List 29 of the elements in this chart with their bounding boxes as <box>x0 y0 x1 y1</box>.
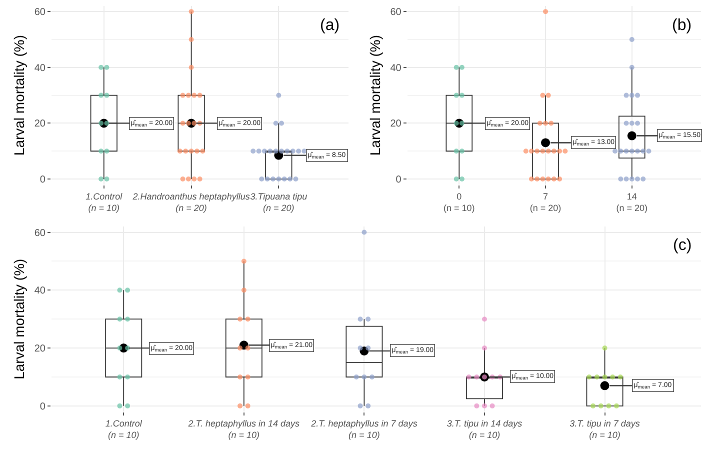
x-tick-label: 2.Handroanthus heptaphyllus (n = 20) <box>132 191 250 214</box>
y-tick-label: 0 <box>396 174 402 186</box>
y-tick-label: 40 <box>34 62 46 74</box>
text: (b) <box>672 17 692 34</box>
x-tick-label: 3.Tipuana tipu (n = 20) <box>250 191 308 214</box>
y-tick-label: 40 <box>34 286 46 297</box>
x-tick-label: 7 (n = 20) <box>530 191 562 214</box>
text: (c) <box>673 237 692 254</box>
y-tick-label: 40 <box>390 62 402 74</box>
y-tick-label: 0 <box>40 174 46 186</box>
y-tick-label: 0 <box>40 401 46 412</box>
y-tick-label: 20 <box>34 344 46 355</box>
x-tick-label: 2.T. heptaphyllus in 14 days (n = 10) <box>187 418 300 440</box>
y-axis-title: Larval mortality (%) <box>10 258 27 380</box>
y-tick-label: 60 <box>390 7 402 18</box>
y-axis-title: Larval mortality (%) <box>10 35 27 156</box>
x-tick-label: 14 (n = 20) <box>616 191 648 214</box>
text: (a) <box>320 17 340 34</box>
y-tick-label: 60 <box>34 7 46 18</box>
y-tick-label: 20 <box>390 118 402 130</box>
y-tick-label: 60 <box>34 228 46 239</box>
x-tick-label: 3.T. tipu in 14 days (n = 10) <box>446 418 523 440</box>
x-tick-label: 1.Control (n = 10) <box>105 418 143 440</box>
x-tick-label: 1.Control (n = 10) <box>86 191 124 214</box>
x-tick-label: 0 (n = 10) <box>444 191 475 214</box>
y-axis-title: Larval mortality (%) <box>366 35 383 156</box>
y-tick-label: 20 <box>34 118 46 130</box>
x-tick-label: 2.T. heptaphyllus in 7 days (n = 10) <box>310 418 418 440</box>
x-tick-label: 3.T. tipu in 7 days (n = 10) <box>570 418 640 440</box>
